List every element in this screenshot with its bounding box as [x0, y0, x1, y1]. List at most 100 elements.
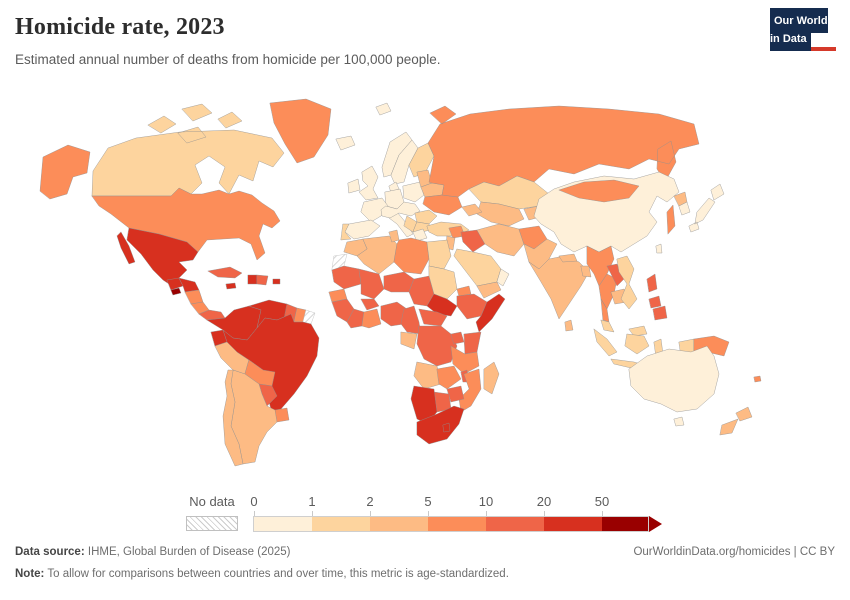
legend-arrow: [649, 516, 662, 532]
country-oman[interactable]: [496, 268, 510, 287]
legend-tick-label: 50: [594, 494, 610, 509]
country-france[interactable]: [360, 197, 389, 223]
country-tanzania[interactable]: [450, 345, 480, 375]
legend-tick-mark: [254, 511, 255, 516]
country-madagascar[interactable]: [483, 361, 500, 395]
country-mauritania[interactable]: [331, 265, 362, 290]
footer-note-label: Note:: [15, 568, 45, 580]
legend-bin-1-2[interactable]: [312, 517, 370, 531]
country-united-kingdom[interactable]: [358, 165, 379, 201]
footer-note: Note: To allow for comparisons between c…: [15, 568, 835, 580]
country-sri-lanka[interactable]: [564, 319, 574, 332]
owid-logo[interactable]: Our World in Data: [770, 8, 836, 51]
country-mozambique[interactable]: [458, 368, 482, 413]
legend-bin-5-10[interactable]: [428, 517, 486, 531]
country-haiti[interactable]: [247, 274, 258, 285]
country-chile[interactable]: [222, 369, 244, 467]
legend-tick-mark: [602, 511, 603, 516]
country-uganda[interactable]: [450, 331, 465, 345]
country-central-europe[interactable]: [380, 201, 421, 219]
country-nepal[interactable]: [558, 253, 578, 263]
country-laos[interactable]: [606, 263, 625, 287]
page-subtitle: Estimated annual number of deaths from h…: [15, 52, 441, 67]
country-fiji[interactable]: [753, 375, 762, 383]
country-spain[interactable]: [344, 219, 381, 240]
country-lesotho[interactable]: [442, 422, 451, 433]
legend-tick-label: 1: [308, 494, 316, 509]
country-central-african-republic[interactable]: [418, 308, 448, 327]
country-gabon[interactable]: [400, 331, 418, 350]
legend-tick-mark: [370, 511, 371, 516]
country-portugal[interactable]: [340, 223, 352, 241]
country-cameroon[interactable]: [400, 305, 422, 335]
country-el-salvador[interactable]: [170, 287, 182, 296]
legend-bin-50-plus[interactable]: [602, 517, 648, 531]
country-jamaica[interactable]: [225, 282, 237, 290]
country-new-zealand[interactable]: [719, 406, 753, 436]
country-ghana[interactable]: [361, 308, 382, 329]
country-angola[interactable]: [413, 361, 442, 390]
legend-tick-label: 10: [478, 494, 494, 509]
country-egypt[interactable]: [426, 239, 452, 270]
country-eritrea[interactable]: [456, 285, 472, 297]
country-mexico[interactable]: [116, 227, 199, 285]
no-data-swatch[interactable]: [186, 516, 238, 531]
country-kenya[interactable]: [463, 331, 482, 355]
legend-tick-label: 5: [424, 494, 432, 509]
country-greece[interactable]: [412, 228, 428, 242]
country-taiwan[interactable]: [655, 243, 663, 254]
country-united-states-alaska[interactable]: [39, 144, 91, 200]
country-ireland[interactable]: [347, 178, 361, 194]
country-uruguay[interactable]: [274, 407, 290, 423]
country-dominican-republic[interactable]: [256, 274, 269, 286]
country-bulgaria[interactable]: [412, 221, 432, 233]
country-bangladesh[interactable]: [580, 265, 592, 278]
country-south-africa[interactable]: [416, 405, 465, 445]
legend-bin-20-50[interactable]: [544, 517, 602, 531]
country-libya[interactable]: [393, 237, 430, 275]
legend-bin-2-5[interactable]: [370, 517, 428, 531]
legend-tick-mark: [312, 511, 313, 516]
footer-note-value: To allow for comparisons between countri…: [47, 568, 509, 580]
no-data-label: No data: [189, 494, 235, 509]
country-zambia[interactable]: [436, 365, 462, 390]
country-poland[interactable]: [402, 181, 425, 203]
country-cuba[interactable]: [207, 266, 243, 279]
country-caucasus[interactable]: [461, 203, 483, 217]
country-iran[interactable]: [476, 223, 525, 257]
country-niger[interactable]: [383, 271, 415, 293]
data-source-value: IHME, Global Burden of Disease (2025): [87, 546, 291, 558]
country-mongolia[interactable]: [558, 179, 640, 203]
country-saudi-arabia[interactable]: [453, 248, 502, 287]
country-uzbekistan[interactable]: [476, 201, 525, 227]
page-title: Homicide rate, 2023: [15, 14, 225, 40]
country-somalia[interactable]: [475, 293, 506, 333]
country-puerto-rico[interactable]: [272, 278, 281, 285]
country-philippines[interactable]: [646, 273, 668, 321]
legend-bin-0-1[interactable]: [254, 517, 312, 531]
country-italy[interactable]: [388, 208, 414, 238]
country-mali[interactable]: [358, 268, 385, 300]
country-iraq[interactable]: [460, 229, 486, 253]
country-india[interactable]: [528, 255, 590, 320]
legend-bin-10-20[interactable]: [486, 517, 544, 531]
country-japan[interactable]: [688, 183, 725, 233]
country-romania[interactable]: [414, 209, 438, 225]
country-dr-congo[interactable]: [416, 325, 458, 367]
footer-link[interactable]: OurWorldinData.org/homicides | CC BY: [633, 546, 835, 558]
country-russia[interactable]: [427, 105, 700, 235]
country-burkina-faso[interactable]: [360, 298, 380, 311]
country-sudan[interactable]: [428, 265, 458, 300]
country-south-korea[interactable]: [678, 201, 691, 216]
country-iceland[interactable]: [335, 135, 356, 151]
country-panama[interactable]: [198, 309, 226, 321]
country-greenland[interactable]: [269, 98, 332, 164]
country-yemen[interactable]: [476, 281, 502, 299]
country-malaysia[interactable]: [600, 319, 648, 337]
country-canada[interactable]: [91, 103, 285, 197]
country-australia[interactable]: [628, 345, 720, 427]
country-vietnam[interactable]: [616, 255, 638, 310]
country-nicaragua[interactable]: [184, 289, 204, 305]
country-south-sudan[interactable]: [426, 293, 458, 317]
world-map: [30, 95, 820, 470]
